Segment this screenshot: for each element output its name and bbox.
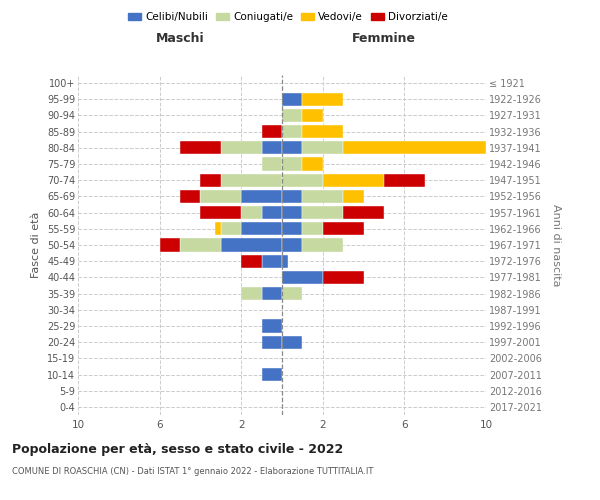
Bar [302,141,343,154]
Bar [241,190,282,203]
Y-axis label: Anni di nascita: Anni di nascita [551,204,561,286]
Bar [215,222,221,235]
Bar [302,238,343,252]
Bar [323,222,364,235]
Bar [262,254,282,268]
Y-axis label: Fasce di età: Fasce di età [31,212,41,278]
Bar [221,222,241,235]
Bar [323,270,364,284]
Bar [221,141,262,154]
Bar [241,254,262,268]
Bar [282,270,323,284]
Bar [262,206,282,220]
Bar [262,336,282,349]
Bar [302,92,343,106]
Bar [302,109,323,122]
Bar [262,141,282,154]
Bar [302,206,343,220]
Bar [241,222,282,235]
Bar [282,158,302,170]
Bar [282,174,323,187]
Bar [282,92,302,106]
Legend: Celibi/Nubili, Coniugati/e, Vedovi/e, Divorziati/e: Celibi/Nubili, Coniugati/e, Vedovi/e, Di… [124,8,452,26]
Bar [221,238,282,252]
Bar [302,222,323,235]
Text: Femmine: Femmine [352,32,416,45]
Bar [384,174,425,187]
Bar [282,206,302,220]
Text: Popolazione per età, sesso e stato civile - 2022: Popolazione per età, sesso e stato civil… [12,442,343,456]
Bar [282,109,302,122]
Bar [160,238,180,252]
Bar [302,190,343,203]
Bar [282,287,302,300]
Bar [200,174,221,187]
Bar [200,206,241,220]
Bar [282,190,302,203]
Bar [262,368,282,381]
Bar [343,206,384,220]
Bar [302,125,343,138]
Bar [282,254,288,268]
Bar [180,141,221,154]
Bar [302,158,323,170]
Bar [180,190,200,203]
Bar [282,125,302,138]
Bar [221,174,282,187]
Bar [262,287,282,300]
Text: COMUNE DI ROASCHIA (CN) - Dati ISTAT 1° gennaio 2022 - Elaborazione TUTTITALIA.I: COMUNE DI ROASCHIA (CN) - Dati ISTAT 1° … [12,468,373,476]
Bar [323,174,384,187]
Bar [241,287,262,300]
Bar [343,190,364,203]
Bar [180,238,221,252]
Bar [200,190,241,203]
Bar [262,320,282,332]
Bar [282,141,302,154]
Bar [282,222,302,235]
Bar [282,336,302,349]
Bar [262,158,282,170]
Bar [282,238,302,252]
Bar [343,141,486,154]
Bar [241,206,262,220]
Text: Maschi: Maschi [155,32,205,45]
Bar [262,125,282,138]
